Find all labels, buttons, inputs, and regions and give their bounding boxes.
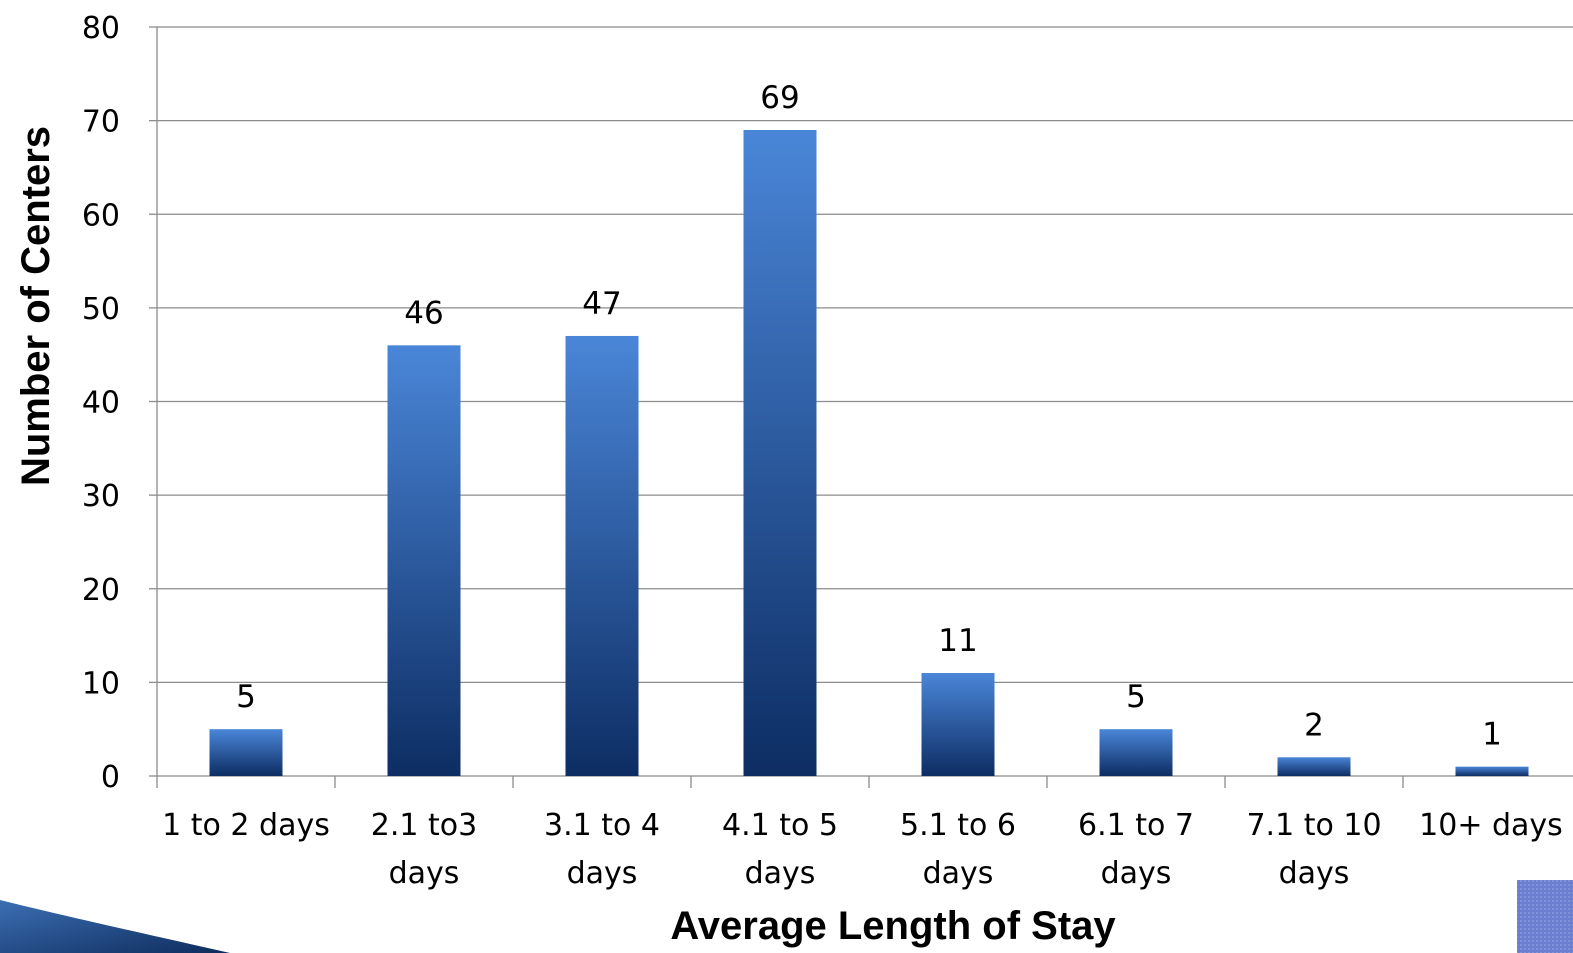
bar <box>565 335 639 776</box>
x-axis-title: Average Length of Stay <box>670 904 1116 948</box>
x-tick-label: days <box>745 856 816 891</box>
bar <box>1099 729 1173 776</box>
slide-decoration <box>0 880 1573 953</box>
corner-square-decoration <box>1517 880 1573 953</box>
data-label: 5 <box>236 679 256 715</box>
x-tick-label: 1 to 2 days <box>162 808 330 843</box>
y-tick-label: 80 <box>82 11 120 46</box>
axes <box>149 26 1573 788</box>
y-tick-label: 20 <box>82 573 120 608</box>
y-tick-label: 0 <box>101 760 120 795</box>
data-label: 5 <box>1126 679 1146 715</box>
y-axis-title: Number of Centers <box>14 126 58 486</box>
y-tick-label: 40 <box>82 386 120 421</box>
data-label: 46 <box>404 295 443 331</box>
labels: 0 10 20 30 40 50 60 70 80 5 1 to 2 days 46 2.1 to3 da… <box>82 11 1563 891</box>
data-label: 11 <box>938 623 977 659</box>
corner-swoosh-decoration <box>0 900 230 953</box>
bar <box>921 673 995 776</box>
x-tick-label: days <box>1101 856 1172 891</box>
bar <box>387 345 461 776</box>
y-tick-label: 10 <box>82 666 120 701</box>
bar <box>209 729 283 776</box>
x-tick-label: days <box>1279 856 1350 891</box>
data-label: 1 <box>1482 717 1502 753</box>
x-tick-label: days <box>389 856 460 891</box>
x-tick-label: days <box>567 856 638 891</box>
gridlines <box>157 26 1573 684</box>
y-tick-label: 60 <box>82 198 120 233</box>
y-tick-label: 70 <box>82 105 120 140</box>
data-label: 69 <box>760 80 799 116</box>
bar <box>1455 766 1529 776</box>
bars <box>209 129 1529 777</box>
x-tick-label: 3.1 to 4 <box>544 808 660 843</box>
bar <box>743 129 817 777</box>
data-label: 47 <box>582 286 621 322</box>
x-tick-label: 4.1 to 5 <box>722 808 838 843</box>
y-tick-label: 50 <box>82 292 120 327</box>
bar <box>1277 757 1351 776</box>
data-label: 2 <box>1304 707 1324 743</box>
x-tick-label: 10+ days <box>1419 808 1563 843</box>
y-tick-label: 30 <box>82 479 120 514</box>
x-tick-label: 6.1 to 7 <box>1078 808 1194 843</box>
x-tick-label: 7.1 to 10 <box>1246 808 1381 843</box>
x-tick-label: 5.1 to 6 <box>900 808 1016 843</box>
x-tick-label: 2.1 to3 <box>371 808 477 843</box>
x-tick-label: days <box>923 856 994 891</box>
